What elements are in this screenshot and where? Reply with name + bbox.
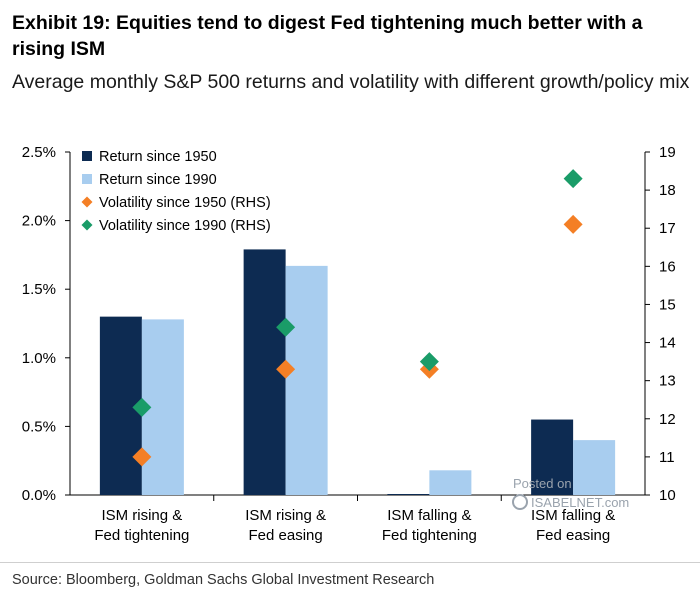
footer-divider <box>0 562 700 563</box>
bar-return-1950 <box>243 249 286 495</box>
category-label: Fed tightening <box>94 527 189 544</box>
marker-volatility-1990 <box>276 317 296 337</box>
marker-volatility-1950 <box>276 359 296 379</box>
right-tick-label: 17 <box>659 220 676 237</box>
legend-label: Volatility since 1950 (RHS) <box>99 195 271 211</box>
legend: Return since 1950 Return since 1990 Volati… <box>81 149 271 234</box>
right-tick-label: 13 <box>659 373 676 390</box>
right-tick-label: 10 <box>659 487 676 504</box>
left-tick-label: 0.0% <box>22 487 56 504</box>
category-label: ISM falling & <box>387 507 471 524</box>
right-tick-label: 19 <box>659 144 676 161</box>
right-tick-label: 16 <box>659 258 676 275</box>
category-label: ISM falling & <box>531 507 615 524</box>
legend-swatch <box>81 219 93 231</box>
left-tick-label: 2.0% <box>22 213 56 230</box>
marker-volatility-1950 <box>563 214 583 234</box>
marker-volatility-1990 <box>419 352 439 372</box>
chart-subtitle: Average monthly S&P 500 returns and vola… <box>12 71 690 93</box>
right-tick-label: 14 <box>659 335 676 352</box>
category-label: ISM rising & <box>101 507 182 524</box>
markers-group <box>132 169 583 467</box>
right-axis-ticks: 10 11 12 13 14 15 16 17 18 19 <box>645 144 676 504</box>
watermark-line2: ISABELNET.com <box>531 495 629 510</box>
chart-area: 0.0%0.5%1.0%1.5%2.0%2.5% 101112131415161… <box>22 144 676 544</box>
legend-label: Volatility since 1990 (RHS) <box>99 218 271 234</box>
marker-volatility-1950 <box>132 447 152 467</box>
watermark-logo-icon <box>512 494 528 510</box>
left-axis-ticks: 0.0% 0.5% 1.0% 1.5% 2.0% 2.5% <box>22 144 70 504</box>
right-tick-label: 15 <box>659 296 676 313</box>
legend-swatch <box>82 174 92 184</box>
right-tick-label: 18 <box>659 182 676 199</box>
left-tick-label: 2.5% <box>22 144 56 161</box>
bar-return-1990 <box>429 470 472 495</box>
left-tick-label: 0.5% <box>22 418 56 435</box>
marker-volatility-1990 <box>132 397 152 417</box>
category-label: Fed tightening <box>382 527 477 544</box>
category-label: Fed easing <box>249 527 323 544</box>
left-tick-label: 1.5% <box>22 281 56 298</box>
right-tick-label: 12 <box>659 411 676 428</box>
bar-return-1990 <box>573 440 616 495</box>
category-label: ISM rising & <box>245 507 326 524</box>
legend-label: Return since 1990 <box>99 172 217 188</box>
bar-return-1950 <box>387 494 430 495</box>
bar-return-1990 <box>285 265 328 495</box>
right-tick-label: 11 <box>659 449 675 466</box>
legend-swatch <box>81 196 93 208</box>
legend-label: Return since 1950 <box>99 149 217 165</box>
category-labels: ISM rising & Fed tightening ISM rising & Fe… <box>94 495 615 544</box>
bar-return-1950 <box>531 419 574 495</box>
category-label: Fed easing <box>536 527 610 544</box>
bars-group <box>99 249 616 495</box>
watermark-line1: Posted on <box>513 476 572 491</box>
left-tick-label: 1.0% <box>22 350 56 367</box>
watermark: Posted on ISABELNET.com <box>512 476 629 510</box>
marker-volatility-1990 <box>563 169 583 189</box>
source-note: Source: Bloomberg, Goldman Sachs Global … <box>12 572 435 588</box>
legend-swatch <box>82 151 92 161</box>
chart-title: Exhibit 19: Equities tend to digest Fed … <box>12 12 643 60</box>
